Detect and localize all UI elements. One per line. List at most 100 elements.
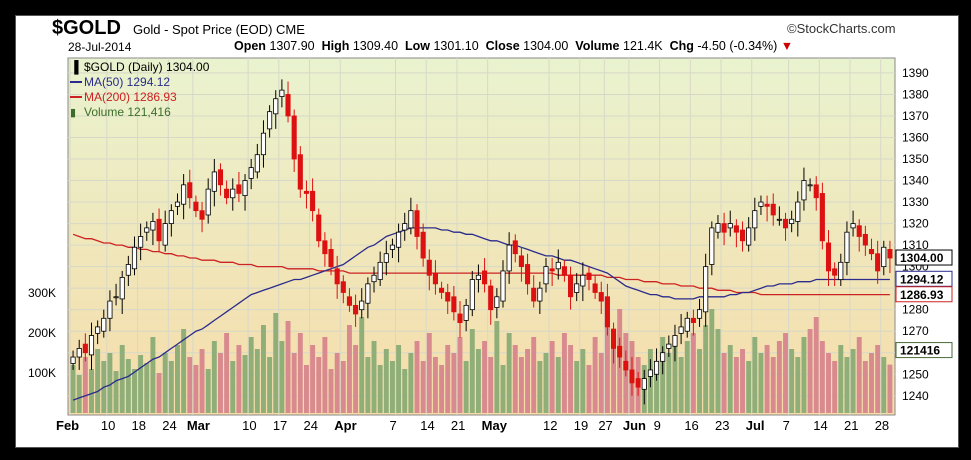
volume-bar (715, 329, 721, 413)
candle-body (746, 227, 752, 246)
candle-body (868, 249, 875, 255)
volume-bar (193, 365, 199, 413)
volume-bar (322, 337, 328, 413)
date-tick-label: 24 (162, 418, 176, 433)
high-value: 1309.40 (352, 39, 399, 53)
price-tick-label: 1380 (902, 87, 929, 101)
candle-body (764, 203, 770, 207)
volume-value: 121.4K (623, 39, 663, 53)
date-tick-label: Mar (187, 418, 210, 433)
candle-body (205, 188, 211, 216)
candle-body (856, 225, 862, 237)
volume-bar (383, 349, 389, 413)
candle-body (383, 253, 389, 263)
candle-body (174, 201, 181, 207)
candle-body (224, 188, 230, 199)
candle-body (537, 287, 543, 302)
close-value: 1304.00 (523, 39, 569, 53)
volume-bar (525, 349, 531, 413)
legend-volume-icon: ▮ (70, 107, 76, 119)
candle-body (150, 221, 156, 231)
volume-bar (389, 361, 395, 413)
volume-bar (113, 371, 119, 413)
date-tick-label: 18 (132, 418, 146, 433)
volume-bar (396, 345, 402, 413)
volume-bar (862, 361, 868, 413)
legend-price: $GOLD (Daily) 1304.00 (84, 60, 210, 74)
candle-body (862, 233, 868, 246)
price-tags: 1304.00 1294.12 1286.93 121416 (895, 249, 953, 359)
volume-bar (721, 353, 727, 413)
candle-body (187, 182, 193, 199)
candle-body (758, 201, 764, 207)
volume-bar (549, 341, 555, 413)
volume-bar (758, 353, 764, 413)
candle-body (568, 274, 574, 298)
volume-bar (832, 361, 838, 413)
candle-body (666, 343, 672, 349)
volume-bar (488, 357, 494, 413)
volume-bar (340, 361, 346, 413)
candle-body (82, 343, 88, 354)
volume-bar (70, 365, 76, 413)
candle-body (782, 218, 789, 229)
volume-bar (439, 365, 445, 413)
volume-tick-label: 100K (28, 366, 56, 380)
candle-body (310, 190, 316, 212)
candle-body (795, 201, 801, 222)
volume-bar (703, 325, 709, 413)
candle-body (604, 296, 610, 328)
candle-body (696, 309, 703, 319)
volume-bar (346, 325, 352, 413)
volume-bar (850, 349, 856, 413)
volume-bar (218, 353, 223, 413)
volume-bar (500, 365, 506, 413)
candle-body (789, 218, 795, 224)
volume-bar (697, 349, 702, 413)
candle-body (635, 378, 641, 388)
candle-body (297, 154, 303, 190)
ma50-tag: 1294.12 (900, 272, 944, 286)
candle-body (371, 274, 377, 283)
date-tick-label: 24 (304, 418, 318, 433)
date-axis: Feb 10 18 24 Mar 10 17 24 Apr 7 14 21 May 12 19 27 Jun 9 1… (56, 418, 889, 433)
candle-body (303, 190, 310, 194)
volume-bar (273, 313, 279, 413)
volume-bar (592, 337, 598, 413)
candle-body (776, 218, 782, 221)
candle-body (825, 242, 832, 272)
candle-body (242, 180, 248, 197)
volume-bar (144, 363, 150, 413)
candle-body (144, 227, 150, 233)
volume-bar (304, 365, 309, 413)
candle-body (721, 223, 727, 233)
volume-bar (457, 337, 463, 413)
candle-body (586, 272, 592, 280)
volume-bar (82, 357, 88, 413)
volume-bar (482, 341, 488, 413)
candle-body (623, 360, 629, 371)
candle-body (506, 244, 512, 272)
volume-bar (150, 337, 156, 413)
volume-bar (801, 337, 807, 413)
volume-bar (334, 353, 340, 413)
volume-bar (770, 357, 776, 413)
candle-body (217, 169, 224, 186)
candle-body (334, 268, 340, 285)
volume-bar (420, 361, 426, 413)
volume-bar (248, 337, 254, 413)
low-value: 1301.10 (433, 39, 479, 53)
volume-bar (875, 345, 881, 413)
brand-watermark[interactable]: ©StockCharts.com (787, 21, 896, 36)
date-tick-label: 10 (101, 418, 115, 433)
volume-bar (518, 357, 524, 413)
ma200-tag: 1286.93 (900, 288, 944, 302)
volume-bar (475, 349, 481, 413)
candle-body (432, 272, 438, 285)
legend-ma200: MA(200) 1286.93 (84, 90, 177, 104)
date-tick-label: 16 (684, 418, 698, 433)
candle-body (168, 210, 174, 224)
date-tick-label: 21 (844, 418, 858, 433)
candle-body (469, 279, 475, 311)
chg-down-icon: ▼ (780, 39, 794, 53)
